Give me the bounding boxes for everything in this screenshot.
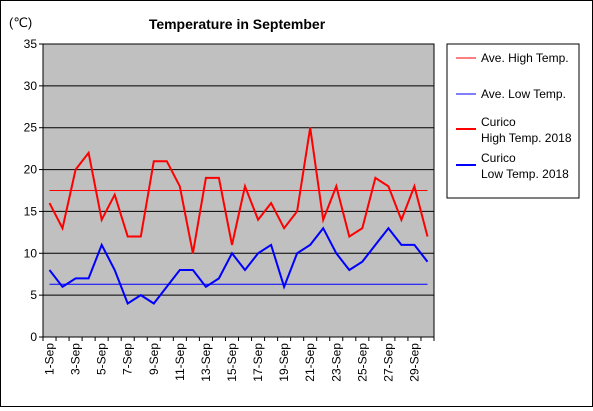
y-axis: 0 5 10 15 20 25 30 35 bbox=[24, 37, 43, 344]
y-tick-label: 0 bbox=[30, 330, 37, 344]
legend-label: Curico bbox=[481, 151, 516, 165]
x-tick-label: 11-Sep bbox=[173, 343, 187, 381]
y-tick-label: 35 bbox=[24, 37, 38, 51]
legend-label: Low Temp. 2018 bbox=[481, 167, 569, 181]
x-tick-label: 13-Sep bbox=[199, 343, 213, 382]
y-tick-label: 5 bbox=[30, 288, 37, 302]
x-tick-label: 9-Sep bbox=[147, 343, 161, 375]
x-tick-label: 25-Sep bbox=[355, 343, 369, 382]
x-tick-label: 5-Sep bbox=[95, 343, 109, 375]
x-tick-label: 29-Sep bbox=[407, 343, 421, 382]
legend-item-0: Ave. High Temp. bbox=[456, 51, 569, 65]
series-line-2 bbox=[48, 127, 429, 254]
legend-item-3: Curico Low Temp. 2018 bbox=[456, 151, 569, 181]
x-tick-label: 23-Sep bbox=[329, 343, 343, 382]
y-tick-label: 30 bbox=[24, 79, 38, 93]
legend-item-1: Ave. Low Temp. bbox=[456, 87, 566, 101]
x-tick-label: 7-Sep bbox=[121, 343, 135, 375]
x-tick-label: 17-Sep bbox=[251, 343, 265, 382]
chart-title: Temperature in September bbox=[149, 16, 326, 32]
y-tick-label: 10 bbox=[24, 246, 38, 260]
x-tick-label: 15-Sep bbox=[225, 343, 239, 382]
legend-label: Ave. Low Temp. bbox=[481, 87, 566, 101]
legend-label: High Temp. 2018 bbox=[481, 131, 572, 145]
x-tick-label: 21-Sep bbox=[303, 343, 317, 382]
legend-items: Ave. High Temp. Ave. Low Temp. Curico High … bbox=[456, 51, 572, 181]
unit-label: (℃) bbox=[9, 15, 32, 30]
legend-label: Ave. High Temp. bbox=[481, 51, 569, 65]
legend bbox=[446, 43, 580, 199]
series-lines bbox=[48, 127, 429, 306]
x-axis: 1-Sep 3-Sep 5-Sep 7-Sep 9-Sep 11-Sep 13-Sep 15-… bbox=[42, 337, 435, 382]
y-tick-label: 20 bbox=[24, 163, 38, 177]
legend-label: Curico bbox=[481, 115, 516, 129]
y-tick-label: 15 bbox=[24, 204, 38, 218]
x-tick-label: 27-Sep bbox=[381, 343, 395, 382]
x-tick-label: 1-Sep bbox=[43, 343, 57, 375]
x-tick-label: 3-Sep bbox=[69, 343, 83, 375]
y-tick-label: 25 bbox=[24, 121, 38, 135]
legend-item-2: Curico High Temp. 2018 bbox=[456, 115, 572, 145]
series-line-3 bbox=[48, 226, 429, 306]
x-tick-label: 19-Sep bbox=[277, 343, 291, 382]
